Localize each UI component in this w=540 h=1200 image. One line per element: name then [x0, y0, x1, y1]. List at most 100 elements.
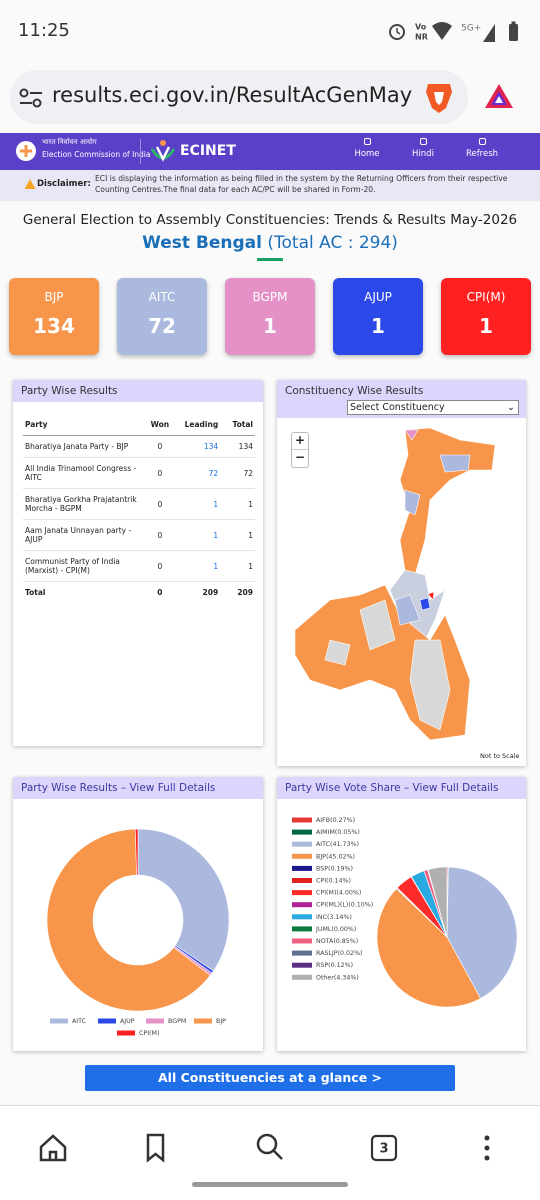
bookmark-icon[interactable]: [146, 1133, 165, 1163]
home-icon[interactable]: [39, 1134, 67, 1162]
table-cell: Communist Party of India (Marxist) - CPI…: [23, 550, 144, 582]
table-cell: All India Trinamool Congress - AITC: [23, 457, 144, 489]
table-cell: 209: [202, 588, 219, 597]
table-row: Communist Party of India (Marxist) - CPI…: [23, 550, 255, 582]
column-header: Leading: [176, 414, 221, 436]
party-results-panel: Party Wise Results Party Won Leading Total B…: [13, 380, 263, 746]
panel-title: Constituency Wise Results: [285, 385, 424, 397]
ecinet-logo: [150, 140, 176, 162]
warning-icon: [24, 179, 36, 189]
tabs-icon[interactable]: [370, 1134, 398, 1162]
table-cell: 0: [143, 488, 177, 520]
map-region: [324, 599, 451, 731]
table-row: Aam Janata Unnayan party - AJUP 0 1 1: [23, 519, 255, 551]
signal-label: 5G+: [461, 24, 481, 34]
brave-icon[interactable]: [424, 80, 454, 114]
panel-title: Party Wise Results: [13, 380, 263, 402]
constituency-map[interactable]: [277, 420, 526, 750]
all-constituencies-button[interactable]: All Constituencies at a glance >: [85, 1065, 455, 1091]
zoom-out[interactable]: −: [294, 450, 306, 464]
eci-logo: [16, 141, 36, 161]
table-cell: 72: [220, 457, 255, 489]
site-header: [0, 133, 540, 170]
brand: ECINET: [180, 143, 236, 159]
table-cell: 0: [143, 457, 177, 489]
table-cell: 134: [176, 435, 221, 458]
card-party: BGPM: [252, 290, 288, 304]
total-ac: (Total AC : 294): [267, 233, 398, 253]
table-cell: 0: [157, 588, 163, 597]
constituency-select[interactable]: Select Constituency ⌄: [347, 400, 519, 415]
divider: [140, 139, 141, 164]
status-icons: Vo NR 5G+: [389, 21, 518, 42]
panel-title[interactable]: Party Wise Results – View Full Details: [13, 777, 263, 799]
map-region: [389, 569, 446, 641]
party-card[interactable]: AJUP 1: [333, 278, 423, 355]
table-header: Party Won Leading Total: [23, 414, 255, 436]
nav-label: Home: [354, 149, 380, 159]
network-top: Vo: [415, 23, 427, 32]
table-cell: 0: [143, 435, 177, 458]
table-cell: 209: [237, 588, 253, 597]
table-cell: 0: [143, 519, 177, 551]
select-label: Select Constituency: [350, 402, 445, 413]
nav-icon: [363, 138, 371, 145]
network-bottom: NR: [415, 33, 428, 42]
nav-label: Hindi: [412, 149, 434, 159]
org-hindi: भारत निर्वाचन आयोग: [42, 138, 97, 146]
rewards-icon[interactable]: [484, 82, 514, 110]
party-card[interactable]: BGPM 1: [225, 278, 315, 355]
url-text[interactable]: results.eci.gov.in/ResultAcGenMay202: [52, 83, 412, 107]
nav-item[interactable]: Refresh: [452, 138, 512, 159]
map-region: [394, 454, 471, 626]
map-region: [427, 591, 435, 601]
table-cell: 72: [176, 457, 221, 489]
party-card[interactable]: AITC 72: [117, 278, 207, 355]
party-chart-panel: Party Wise Results – View Full Details: [13, 777, 263, 1051]
table-cell: 0: [143, 550, 177, 582]
nav-item[interactable]: Home: [337, 138, 397, 159]
column-header: Total: [220, 414, 255, 436]
bottom-nav-icons: 3: [39, 1133, 490, 1187]
nav-label: Refresh: [465, 149, 499, 159]
disclaimer-text: ECI is displaying the information as bei…: [95, 174, 508, 194]
table-row: All India Trinamool Congress - AITC 0 72 72: [23, 457, 255, 489]
card-party: AJUP: [364, 290, 392, 304]
search-icon[interactable]: [256, 1133, 278, 1155]
column-header: Won: [143, 414, 177, 436]
zoom-control: + −: [291, 432, 309, 468]
zoom-in[interactable]: +: [292, 433, 308, 450]
org-english: Election Commission of India: [42, 150, 151, 159]
nav-icon: [478, 138, 486, 145]
map-region: [404, 429, 419, 441]
table-cell: Bharatiya Gorkha Prajatantrik Morcha - B…: [23, 488, 144, 520]
card-seats: 1: [371, 314, 385, 338]
party-table: Party Won Leading Total Bharatiya Janata Par…: [23, 414, 255, 603]
tab-count: 3: [379, 1142, 388, 1157]
site-settings-icon[interactable]: [18, 85, 44, 111]
column-header: Party: [23, 414, 144, 436]
card-party: BJP: [44, 290, 64, 304]
table-cell: 1: [176, 550, 221, 582]
table-cell: Aam Janata Unnayan party - AJUP: [23, 519, 144, 551]
nav-icon: [419, 138, 427, 145]
table-cell: 1: [220, 519, 255, 551]
table-row: Bharatiya Janata Party - BJP 0 134 134: [23, 435, 255, 458]
table-cell: 134: [220, 435, 255, 458]
table-row: Bharatiya Gorkha Prajatantrik Morcha - B…: [23, 488, 255, 520]
card-seats: 1: [479, 314, 493, 338]
menu-icon[interactable]: [484, 1155, 490, 1161]
party-card[interactable]: BJP 134: [9, 278, 99, 355]
party-card[interactable]: CPI(M) 1: [441, 278, 531, 355]
map-region: [419, 597, 431, 611]
url-bar[interactable]: [10, 70, 468, 124]
map-note: Not to Scale: [480, 752, 520, 760]
disclaimer-bar: [0, 170, 540, 201]
panel-title[interactable]: Party Wise Vote Share – View Full Detail…: [277, 777, 526, 799]
nav-item[interactable]: Hindi: [393, 138, 453, 159]
table-cell: Bharatiya Janata Party - BJP: [23, 435, 144, 458]
card-seats: 134: [33, 314, 75, 338]
state-name: West Bengal: [142, 233, 262, 253]
vote-share-panel: Party Wise Vote Share – View Full Detail…: [277, 777, 526, 1051]
